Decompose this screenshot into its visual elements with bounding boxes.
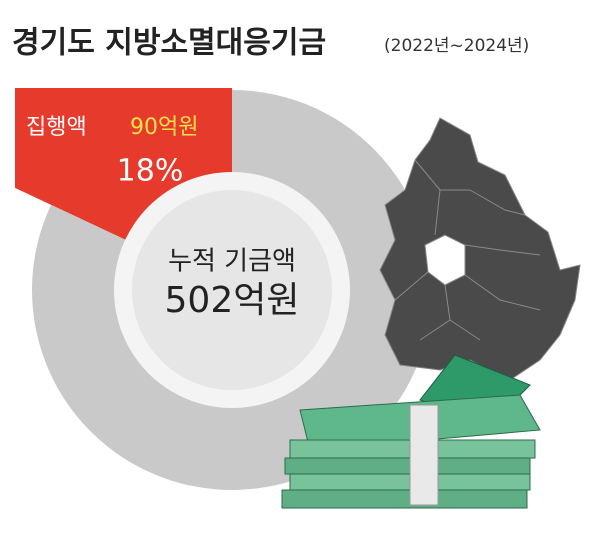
value-label: 18% [117,154,184,189]
center-disc [132,190,332,390]
amount-label: 90억원 [130,115,198,140]
chart-title: 경기도 지방소멸대응기금 [12,26,326,61]
map-illustration [379,117,581,381]
slice-label: 집행액 [26,115,87,140]
center-title: 누적 기금액 [168,247,296,277]
chart-subtitle: (2022년~2024년) [384,36,529,56]
money-illustration [281,354,541,509]
center-label: 502억원 [165,280,300,321]
